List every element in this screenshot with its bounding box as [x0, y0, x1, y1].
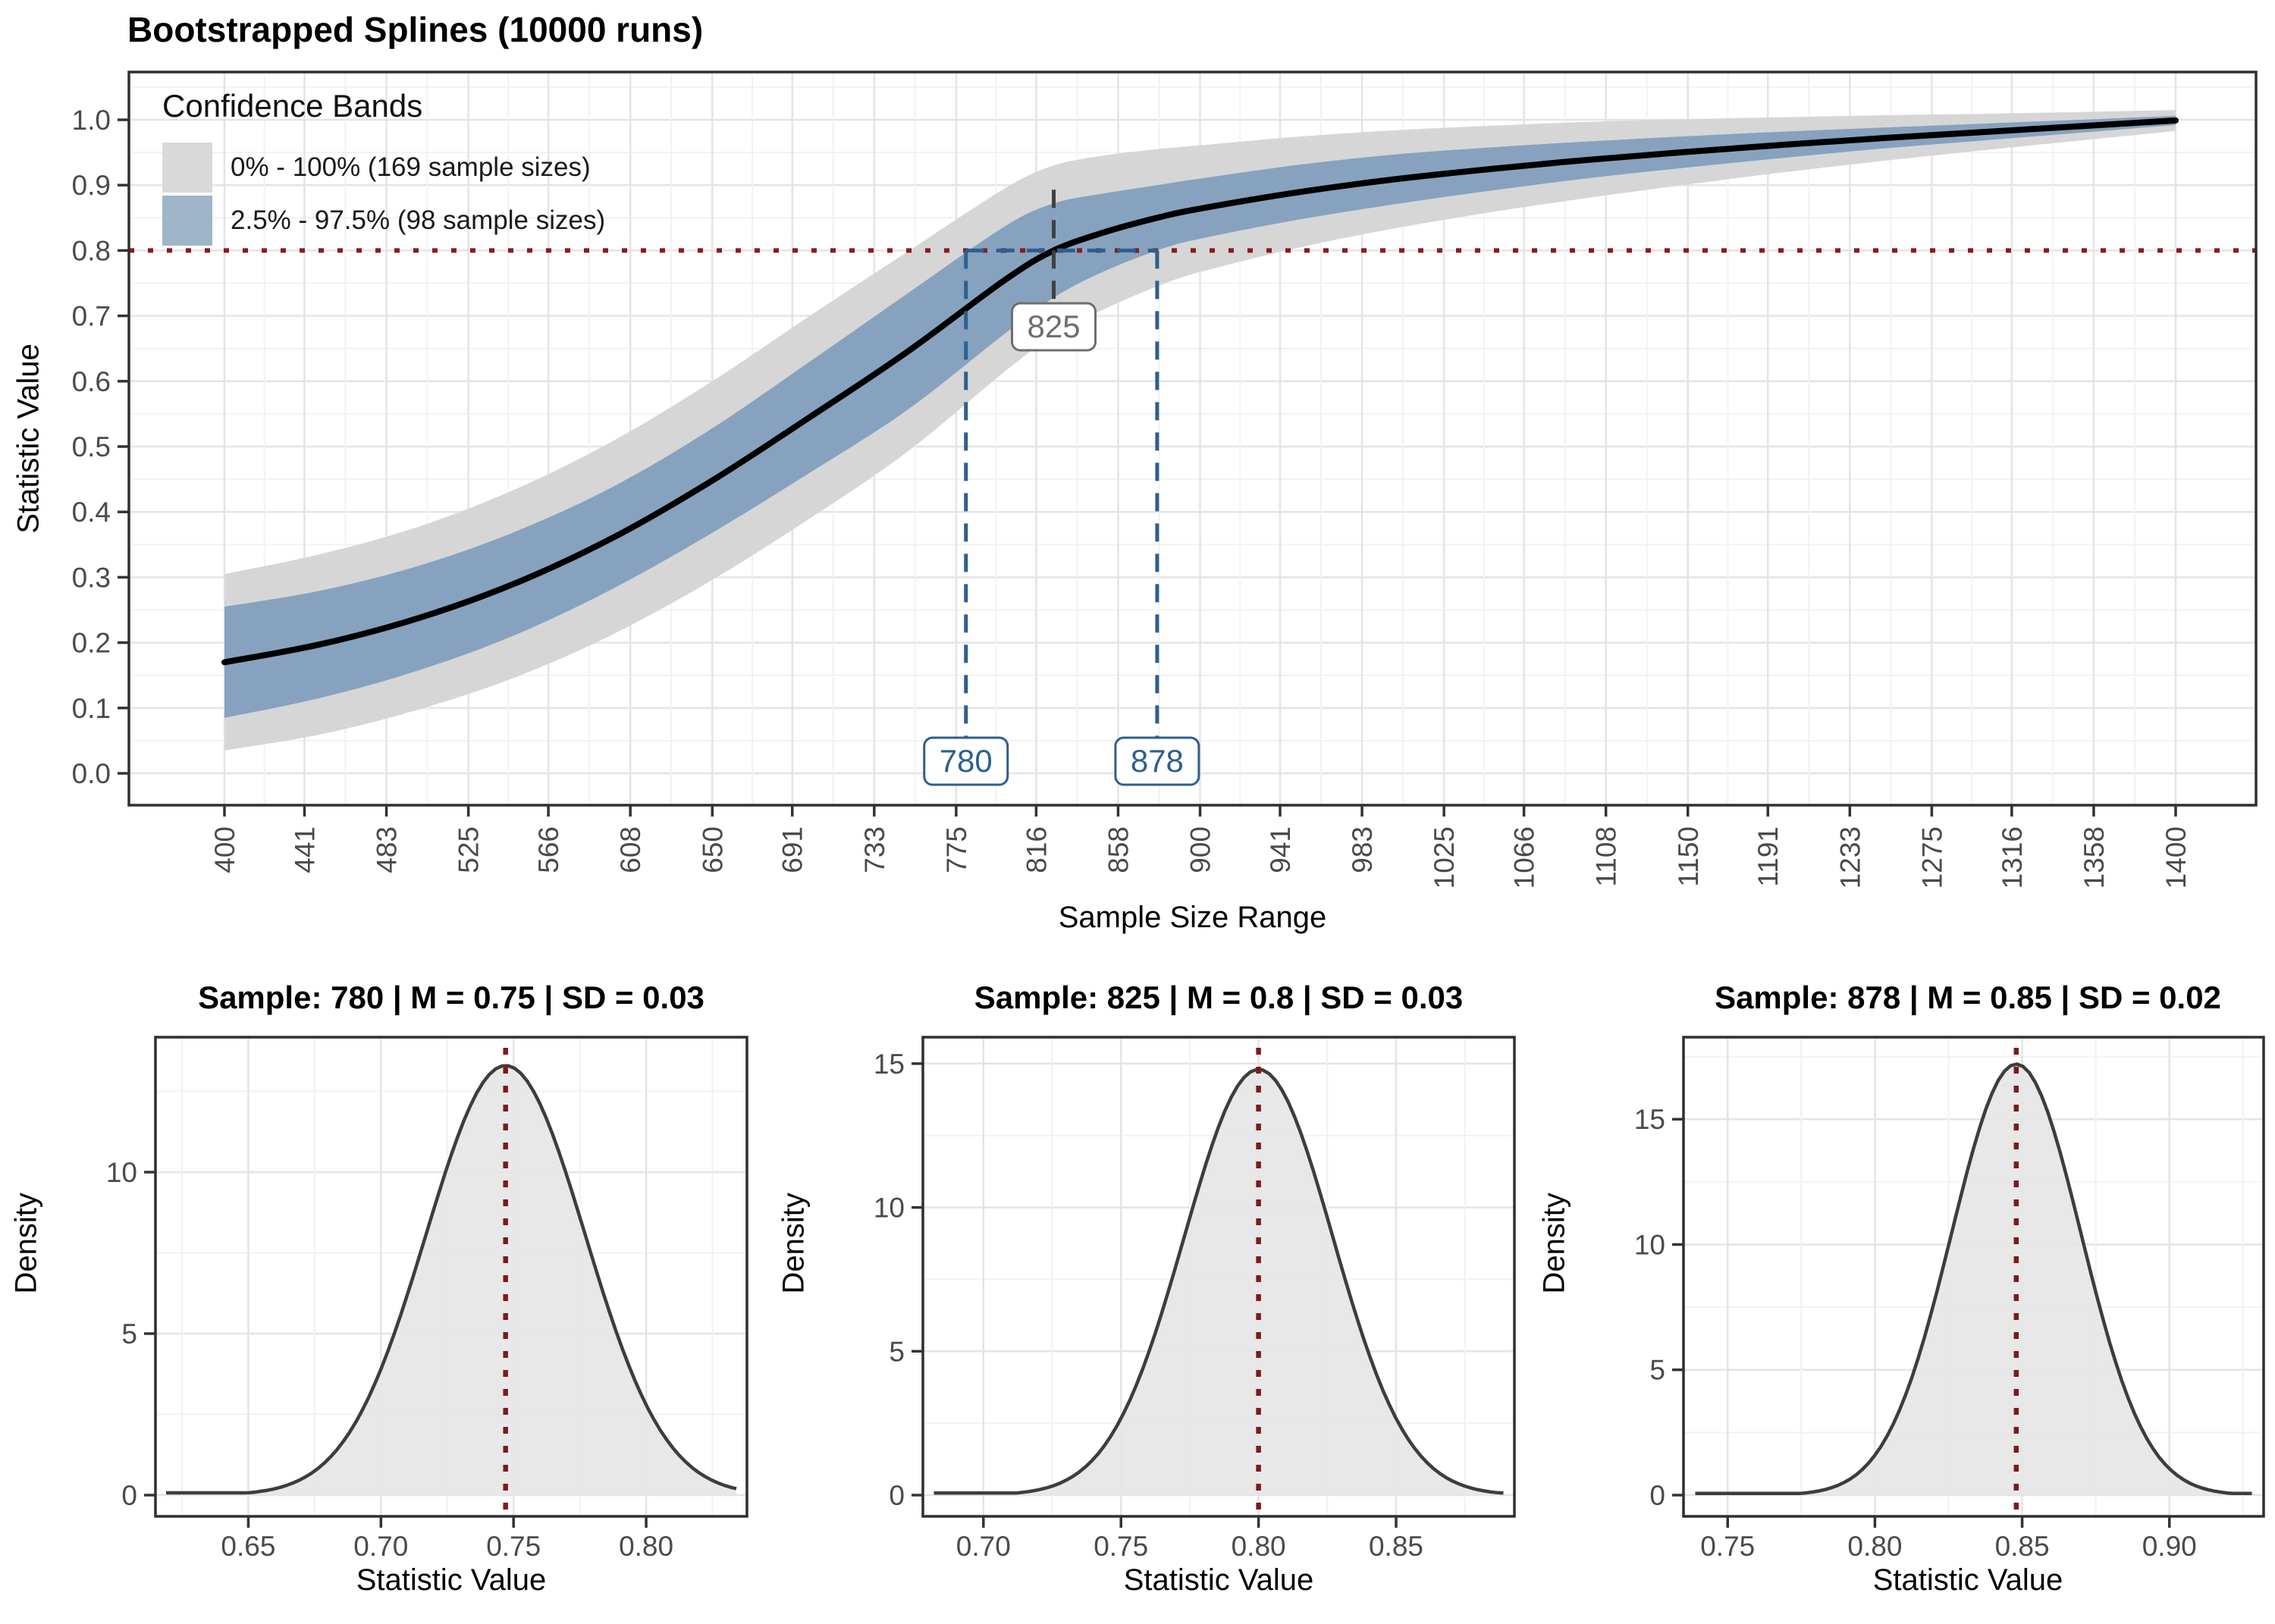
- density-y-tick-label: 0: [1649, 1480, 1665, 1511]
- legend-item-inner-band: 2.5% - 97.5% (98 sample sizes): [162, 194, 605, 247]
- y-tick-label: 0.0: [72, 758, 111, 789]
- density-y-tick-label: 15: [874, 1049, 905, 1080]
- density-x-tick-label: 0.75: [486, 1531, 541, 1562]
- legend-title: Confidence Bands: [162, 88, 423, 124]
- inner-band-swatch: [162, 196, 212, 246]
- main-panel-border: [127, 71, 2258, 807]
- x-tick-label: 941: [1265, 826, 1296, 873]
- y-tick-label: 0.8: [72, 235, 111, 266]
- density-x-tick-label: 0.80: [1847, 1531, 1902, 1562]
- y-tick-label: 0.1: [72, 693, 111, 724]
- confidence-band-inner: [224, 115, 2176, 718]
- density-y-axis-title: Density: [9, 1193, 43, 1294]
- density-x-tick-label: 0.80: [1232, 1531, 1286, 1562]
- x-tick-label: 1233: [1834, 826, 1866, 889]
- density-panel-border: [1682, 1036, 2265, 1518]
- density-x-axis-title: Statistic Value: [1123, 1563, 1314, 1597]
- density-y-tick-label: 15: [1634, 1104, 1665, 1135]
- x-tick-label: 1358: [2079, 826, 2110, 889]
- y-tick-label: 0.9: [72, 170, 111, 201]
- density-y-axis-title: Density: [777, 1193, 811, 1294]
- y-tick-label: 0.3: [72, 562, 111, 593]
- x-tick-label: 1025: [1429, 826, 1460, 889]
- density-area: [166, 1065, 736, 1495]
- density-x-tick-label: 0.70: [353, 1531, 408, 1562]
- crossing-annotation-box: [1011, 302, 1097, 352]
- main-x-axis-title: Sample Size Range: [1058, 901, 1327, 934]
- upper-bound-annotation-label: 878: [1131, 743, 1184, 779]
- x-tick-label: 1066: [1509, 826, 1540, 889]
- density-panel-border: [921, 1036, 1516, 1518]
- density-title-878: Sample: 878 | M = 0.85 | SD = 0.02: [1715, 980, 2221, 1015]
- y-tick-label: 0.7: [72, 301, 111, 332]
- legend-item-label: 0% - 100% (169 sample sizes): [231, 152, 591, 182]
- x-tick-label: 900: [1185, 826, 1216, 873]
- density-y-tick-label: 0: [889, 1480, 905, 1511]
- x-tick-label: 1316: [1997, 826, 2028, 889]
- x-tick-label: 608: [615, 826, 646, 873]
- density-x-tick-label: 0.70: [956, 1531, 1011, 1562]
- x-tick-label: 1150: [1673, 826, 1704, 887]
- x-tick-label: 1191: [1753, 826, 1784, 887]
- density-y-tick-label: 5: [889, 1336, 905, 1367]
- y-tick-label: 1.0: [72, 105, 111, 136]
- legend-item-label: 2.5% - 97.5% (98 sample sizes): [231, 205, 606, 235]
- x-tick-label: 566: [533, 826, 564, 873]
- density-area: [934, 1069, 1504, 1495]
- x-tick-label: 691: [777, 826, 808, 873]
- x-tick-label: 1400: [2160, 826, 2192, 889]
- density-curve: [166, 1064, 737, 1495]
- density-y-tick-label: 5: [121, 1318, 137, 1350]
- density-x-tick-label: 0.85: [1369, 1531, 1423, 1562]
- x-tick-label: 733: [859, 826, 890, 873]
- density-x-tick-label: 0.90: [2142, 1531, 2197, 1562]
- density-area: [1695, 1064, 2252, 1495]
- y-tick-label: 0.5: [72, 431, 111, 462]
- density-title-825: Sample: 825 | M = 0.8 | SD = 0.03: [974, 980, 1464, 1015]
- x-tick-label: 441: [289, 826, 320, 873]
- x-tick-label: 1108: [1591, 826, 1622, 887]
- density-curve: [934, 1068, 1504, 1495]
- lower-bound-annotation-box: [923, 736, 1009, 786]
- legend: Confidence Bands 0% - 100% (169 sample s…: [162, 88, 605, 247]
- outer-band-swatch: [162, 143, 212, 193]
- density-y-tick-label: 10: [1634, 1229, 1665, 1260]
- spline-mean-curve: [221, 117, 2179, 666]
- density-y-tick-label: 10: [106, 1157, 137, 1188]
- density-x-tick-label: 0.75: [1700, 1531, 1755, 1562]
- x-tick-label: 400: [209, 826, 240, 873]
- density-x-axis-title: Statistic Value: [356, 1563, 547, 1597]
- y-tick-label: 0.6: [72, 366, 111, 397]
- x-tick-label: 525: [453, 826, 485, 873]
- legend-item-outer-band: 0% - 100% (169 sample sizes): [162, 141, 605, 194]
- density-x-axis-title: Statistic Value: [1872, 1563, 2063, 1597]
- main-chart-title: Bootstrapped Splines (10000 runs): [127, 10, 704, 49]
- density-x-tick-label: 0.85: [1995, 1531, 2050, 1562]
- density-curve: [1695, 1062, 2252, 1495]
- upper-bound-annotation-box: [1114, 736, 1200, 786]
- y-tick-label: 0.4: [72, 497, 111, 528]
- lower-bound-annotation-label: 780: [940, 743, 993, 779]
- density-y-tick-label: 0: [121, 1480, 137, 1511]
- main-y-axis-title: Statistic Value: [11, 343, 46, 534]
- density-x-tick-label: 0.65: [221, 1531, 275, 1562]
- x-tick-label: 983: [1347, 826, 1378, 873]
- x-tick-label: 775: [941, 826, 972, 873]
- x-tick-label: 483: [372, 826, 403, 873]
- crossing-annotation-label: 825: [1027, 309, 1080, 344]
- x-tick-label: 816: [1021, 826, 1052, 873]
- density-y-axis-title: Density: [1537, 1193, 1571, 1294]
- y-tick-label: 0.2: [72, 628, 111, 659]
- density-y-tick-label: 5: [1649, 1355, 1665, 1386]
- density-y-tick-label: 10: [874, 1193, 905, 1224]
- density-panel-border: [154, 1036, 748, 1518]
- density-title-780: Sample: 780 | M = 0.75 | SD = 0.03: [198, 980, 704, 1015]
- density-x-tick-label: 0.75: [1094, 1531, 1148, 1562]
- x-tick-label: 1275: [1916, 826, 1947, 889]
- x-tick-label: 858: [1103, 826, 1134, 873]
- density-x-tick-label: 0.80: [619, 1531, 673, 1562]
- x-tick-label: 650: [697, 826, 728, 873]
